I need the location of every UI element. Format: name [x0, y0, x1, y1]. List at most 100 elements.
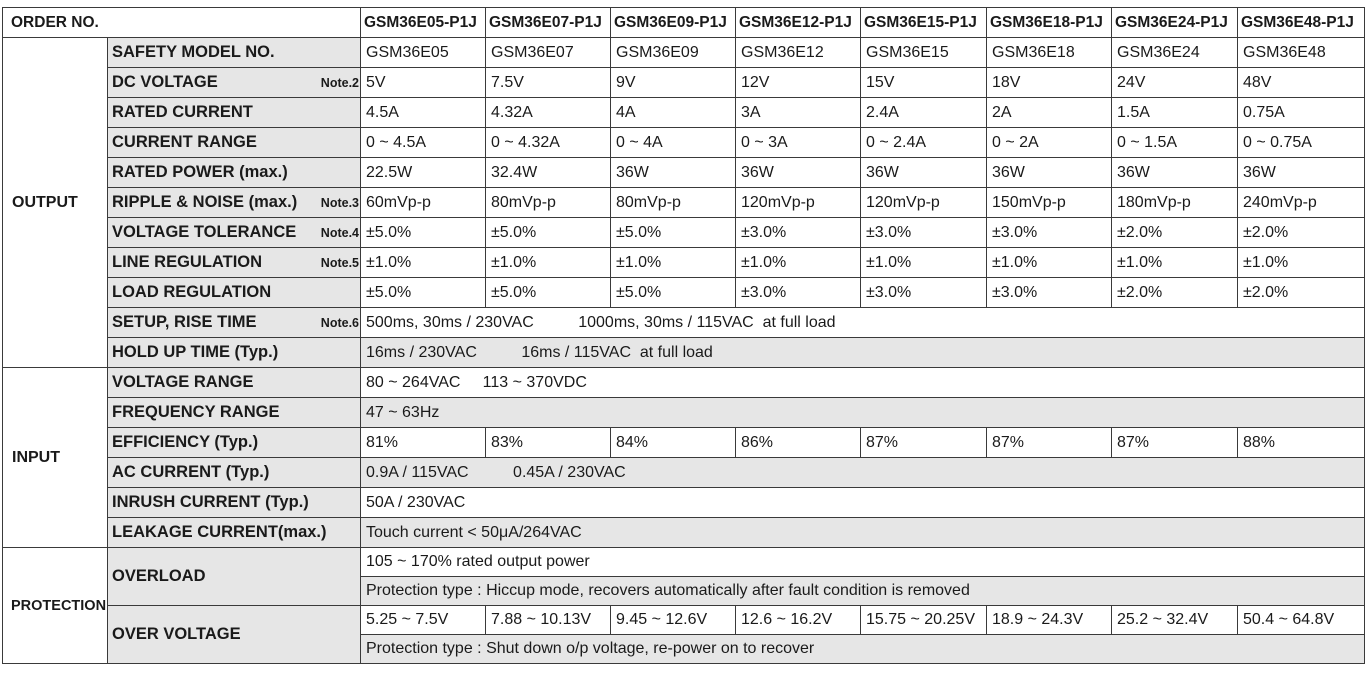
cell: 2.4A: [860, 97, 987, 128]
cell: ±2.0%: [1237, 277, 1365, 308]
cell: ±1.0%: [986, 247, 1112, 278]
row-label: VOLTAGE RANGE: [107, 367, 361, 398]
model-header: GSM36E15-P1J: [860, 7, 987, 38]
cell: 0 ~ 0.75A: [1237, 127, 1365, 158]
cell: ±1.0%: [485, 247, 611, 278]
cell: 48V: [1237, 67, 1365, 98]
cell: 0 ~ 3A: [735, 127, 861, 158]
cell: 22.5W: [360, 157, 486, 188]
row-label: EFFICIENCY (Typ.): [107, 427, 361, 458]
cell: ±3.0%: [860, 217, 987, 248]
row-setup-rise: SETUP, RISE TIME Note.6 500ms, 30ms / 230…: [3, 307, 1365, 338]
row-voltage-tolerance: VOLTAGE TOLERANCE Note.4 ±5.0% ±5.0% ±5.0…: [3, 217, 1365, 248]
section-input: INPUT: [2, 367, 108, 548]
model-header: GSM36E12-P1J: [735, 7, 861, 38]
cell: 7.5V: [485, 67, 611, 98]
cell: 80mVp-p: [610, 187, 736, 218]
model-header: GSM36E48-P1J: [1237, 7, 1365, 38]
note-ref: Note.2: [320, 76, 359, 90]
cell: ±5.0%: [485, 217, 611, 248]
cell-span: 0.9A / 115VAC 0.45A / 230VAC: [360, 457, 1365, 488]
row-label-cell: RIPPLE & NOISE (max.) Note.3: [107, 187, 361, 218]
row-over-voltage-1: OVER VOLTAGE 5.25 ~ 7.5V 7.88 ~ 10.13V 9…: [3, 605, 1365, 664]
row-label: RATED POWER (max.): [107, 157, 361, 188]
cell: 84%: [610, 427, 736, 458]
row-label: AC CURRENT (Typ.): [107, 457, 361, 488]
row-load-regulation: LOAD REGULATION ±5.0% ±5.0% ±5.0% ±3.0% …: [3, 277, 1365, 308]
cell: 36W: [860, 157, 987, 188]
row-label: RIPPLE & NOISE (max.): [112, 193, 298, 211]
row-label: DC VOLTAGE: [112, 73, 218, 91]
cell: 36W: [735, 157, 861, 188]
cell: ±5.0%: [360, 217, 486, 248]
cell: 36W: [610, 157, 736, 188]
row-efficiency: EFFICIENCY (Typ.) 81% 83% 84% 86% 87% 87…: [3, 427, 1365, 458]
row-frequency-range: FREQUENCY RANGE 47 ~ 63Hz: [3, 397, 1365, 428]
cell: 9.45 ~ 12.6V: [610, 605, 736, 635]
model-header: GSM36E24-P1J: [1111, 7, 1238, 38]
cell: ±1.0%: [1111, 247, 1238, 278]
row-label: LINE REGULATION: [112, 253, 263, 271]
model-header: GSM36E18-P1J: [986, 7, 1112, 38]
row-label: INRUSH CURRENT (Typ.): [107, 487, 361, 518]
cell: 150mVp-p: [986, 187, 1112, 218]
cell: 0 ~ 2A: [986, 127, 1112, 158]
cell-span: 500ms, 30ms / 230VAC 1000ms, 30ms / 115V…: [360, 307, 1365, 338]
row-label-cell: VOLTAGE TOLERANCE Note.4: [107, 217, 361, 248]
cell-span: Protection type : Hiccup mode, recovers …: [360, 576, 1365, 606]
row-leakage-current: LEAKAGE CURRENT(max.) Touch current < 50…: [3, 517, 1365, 548]
cell: 4.32A: [485, 97, 611, 128]
cell: 32.4W: [485, 157, 611, 188]
cell: ±2.0%: [1237, 217, 1365, 248]
cell: 120mVp-p: [860, 187, 987, 218]
cell: 240mVp-p: [1237, 187, 1365, 218]
row-hold-up: HOLD UP TIME (Typ.) 16ms / 230VAC 16ms /…: [3, 337, 1365, 368]
row-rated-power: RATED POWER (max.) 22.5W 32.4W 36W 36W 3…: [3, 157, 1365, 188]
cell: GSM36E05: [360, 37, 486, 68]
cell-span: Touch current < 50μA/264VAC: [360, 517, 1365, 548]
cell: 12.6 ~ 16.2V: [735, 605, 861, 635]
cell: 2A: [986, 97, 1112, 128]
cell: 80mVp-p: [485, 187, 611, 218]
cell: 60mVp-p: [360, 187, 486, 218]
cell: 9V: [610, 67, 736, 98]
row-label: LEAKAGE CURRENT(max.): [107, 517, 361, 548]
cell: ±1.0%: [360, 247, 486, 278]
cell: ±1.0%: [1237, 247, 1365, 278]
section-output: OUTPUT: [2, 37, 108, 368]
cell: 4A: [610, 97, 736, 128]
cell: ±1.0%: [860, 247, 987, 278]
cell: 87%: [986, 427, 1112, 458]
cell: 180mVp-p: [1111, 187, 1238, 218]
cell: ±3.0%: [986, 277, 1112, 308]
cell: ±5.0%: [485, 277, 611, 308]
header-row: ORDER NO. GSM36E05-P1J GSM36E07-P1J GSM3…: [2, 7, 1365, 38]
cell: 4.5A: [360, 97, 486, 128]
cell: 5V: [360, 67, 486, 98]
cell: ±5.0%: [360, 277, 486, 308]
model-header: GSM36E07-P1J: [485, 7, 611, 38]
cell: ±3.0%: [986, 217, 1112, 248]
row-label: FREQUENCY RANGE: [107, 397, 361, 428]
model-header: GSM36E05-P1J: [360, 7, 486, 38]
note-ref: Note.4: [320, 226, 359, 240]
row-label: LOAD REGULATION: [107, 277, 361, 308]
cell: ±1.0%: [735, 247, 861, 278]
cell: GSM36E18: [986, 37, 1112, 68]
row-label: OVERLOAD: [107, 547, 361, 606]
cell: 1.5A: [1111, 97, 1238, 128]
cell: GSM36E48: [1237, 37, 1365, 68]
note-ref: Note.6: [320, 316, 359, 330]
row-dc-voltage: DC VOLTAGE Note.2 5V 7.5V 9V 12V 15V 18V …: [3, 67, 1365, 98]
cell: GSM36E12: [735, 37, 861, 68]
row-over-voltage-2: Protection type : Shut down o/p voltage,…: [3, 634, 1365, 664]
cell: 120mVp-p: [735, 187, 861, 218]
cell: 0 ~ 1.5A: [1111, 127, 1238, 158]
cell: 18V: [986, 67, 1112, 98]
row-label: SETUP, RISE TIME: [112, 313, 257, 331]
cell: 83%: [485, 427, 611, 458]
cell: 0 ~ 2.4A: [860, 127, 987, 158]
cell: 15V: [860, 67, 987, 98]
row-label: VOLTAGE TOLERANCE: [112, 223, 297, 241]
note-ref: Note.3: [320, 196, 359, 210]
